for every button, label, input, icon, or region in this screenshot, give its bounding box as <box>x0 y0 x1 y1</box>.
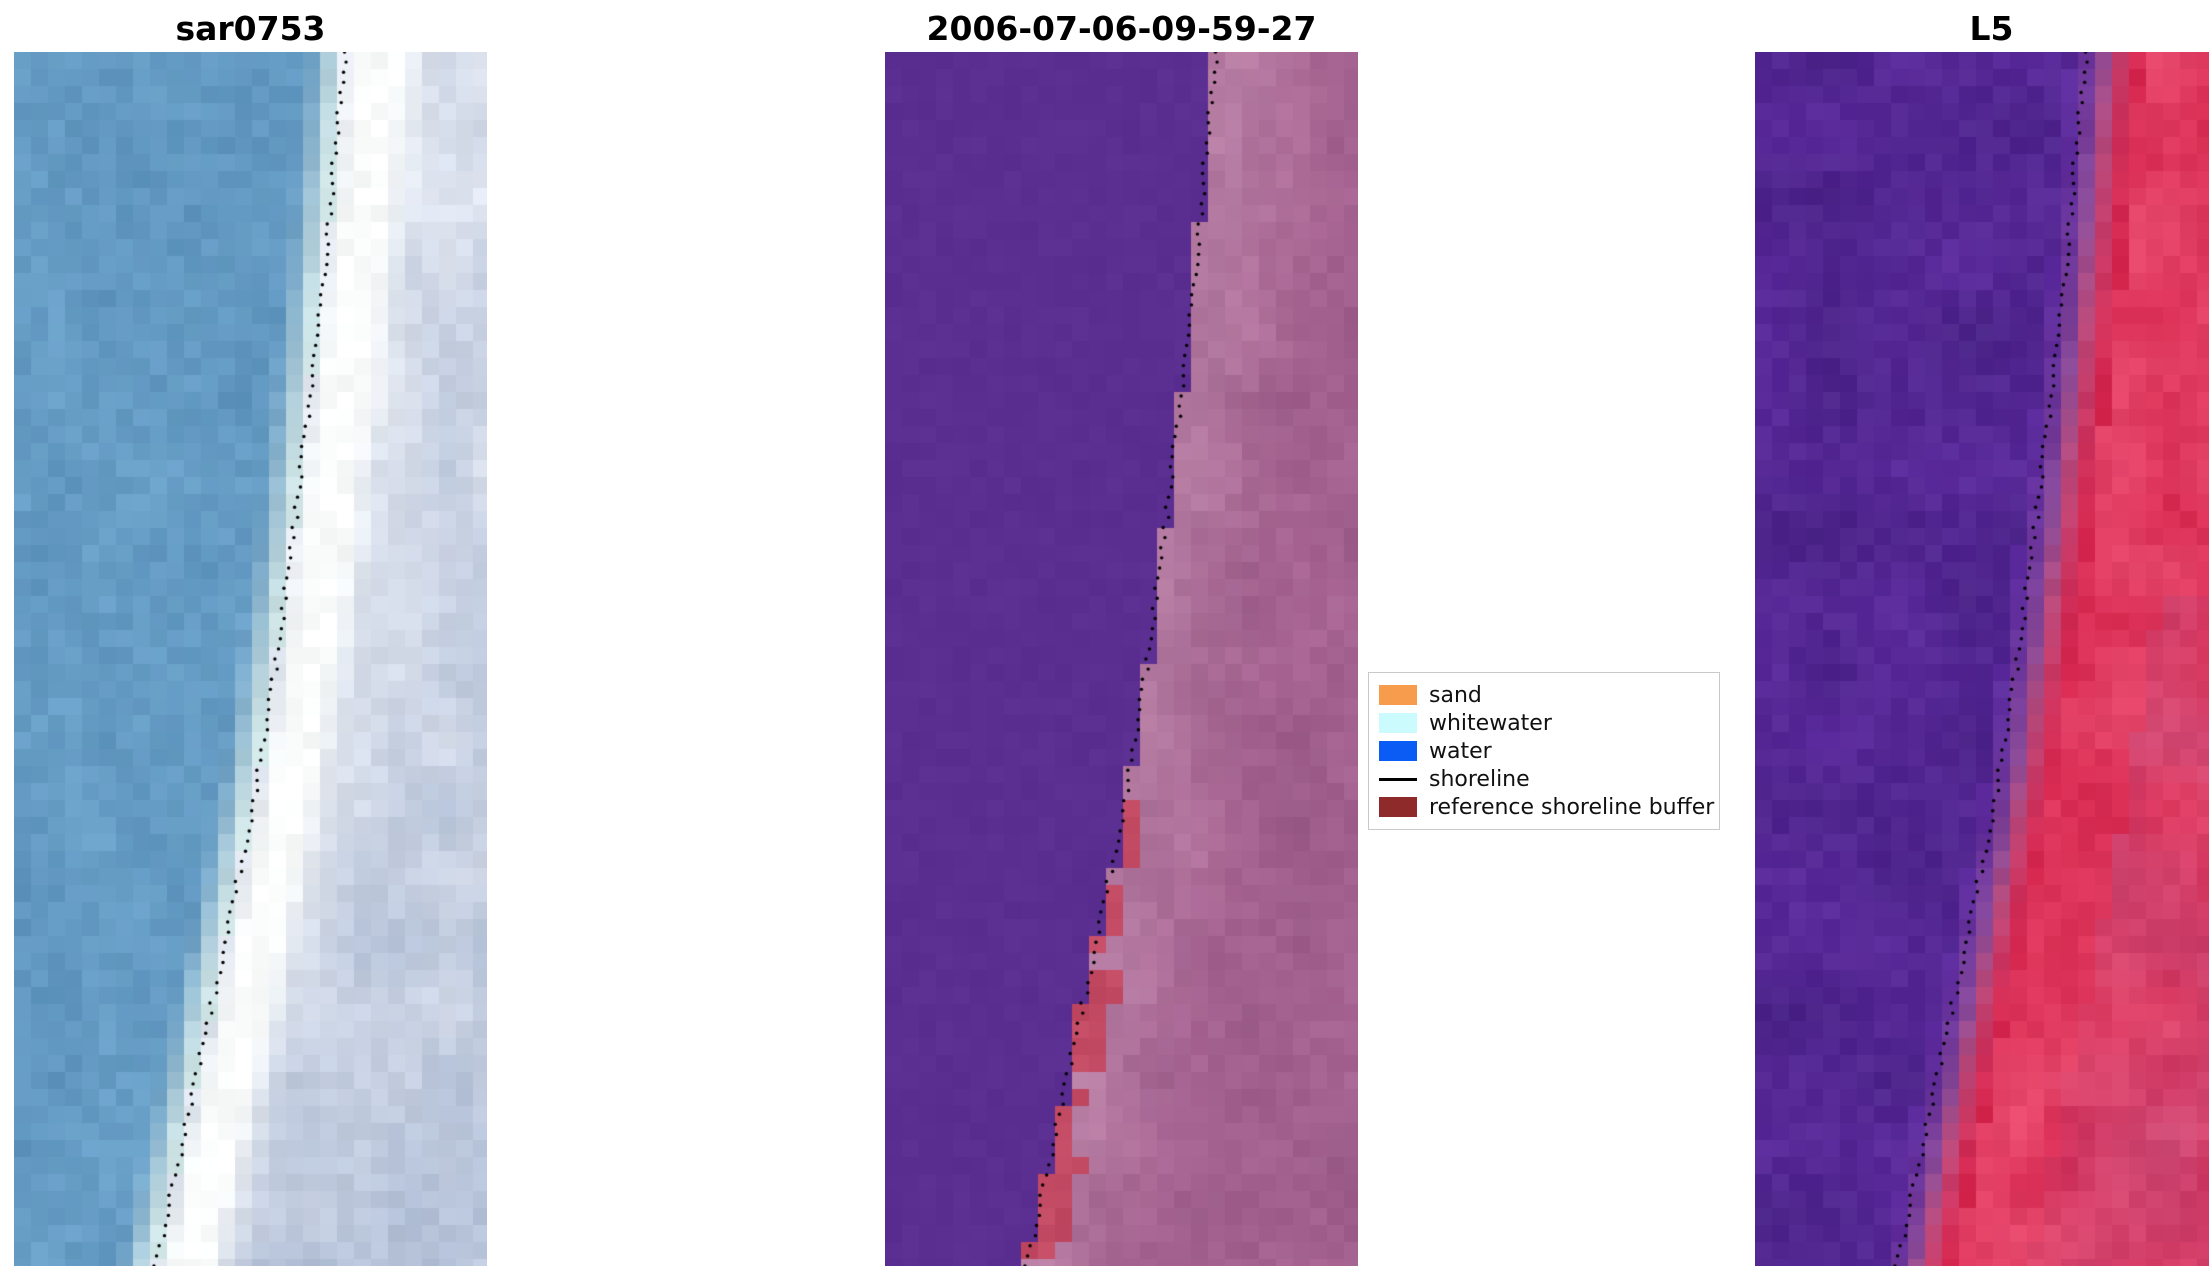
panel-sar0753: sar0753 <box>14 6 487 1266</box>
reference-shoreline-buffer-swatch <box>1379 797 1417 817</box>
legend-label-water: water <box>1429 738 1492 764</box>
water-swatch <box>1379 741 1417 761</box>
classified-image <box>885 52 1358 1266</box>
legend-item-whitewater: whitewater <box>1379 709 1709 737</box>
sar-image <box>14 52 487 1266</box>
l5-image <box>1755 52 2209 1266</box>
sand-swatch <box>1379 685 1417 705</box>
legend-label-reference-shoreline-buffer: reference shoreline buffer <box>1429 794 1715 820</box>
panel-l5: L5 <box>1755 6 2209 1266</box>
whitewater-swatch <box>1379 713 1417 733</box>
legend-item-reference-shoreline-buffer: reference shoreline buffer <box>1379 793 1714 821</box>
legend-item-shoreline: shoreline <box>1379 765 1709 793</box>
panel-title-l5: L5 <box>1969 9 2014 48</box>
panel-classified: 2006-07-06-09-59-27 <box>885 6 1358 1266</box>
legend-label-sand: sand <box>1429 682 1482 708</box>
legend-item-sand: sand <box>1379 681 1709 709</box>
legend: sand whitewater water shoreline referenc… <box>1368 672 1720 830</box>
panel-title-classified: 2006-07-06-09-59-27 <box>926 9 1317 48</box>
panel-title-sar0753: sar0753 <box>175 9 326 48</box>
legend-label-whitewater: whitewater <box>1429 710 1552 736</box>
legend-label-shoreline: shoreline <box>1429 766 1530 792</box>
legend-item-water: water <box>1379 737 1709 765</box>
shoreline-line-swatch <box>1379 777 1417 781</box>
